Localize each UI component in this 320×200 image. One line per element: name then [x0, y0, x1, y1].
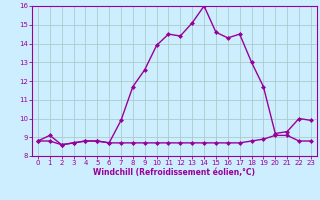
- X-axis label: Windchill (Refroidissement éolien,°C): Windchill (Refroidissement éolien,°C): [93, 168, 255, 177]
